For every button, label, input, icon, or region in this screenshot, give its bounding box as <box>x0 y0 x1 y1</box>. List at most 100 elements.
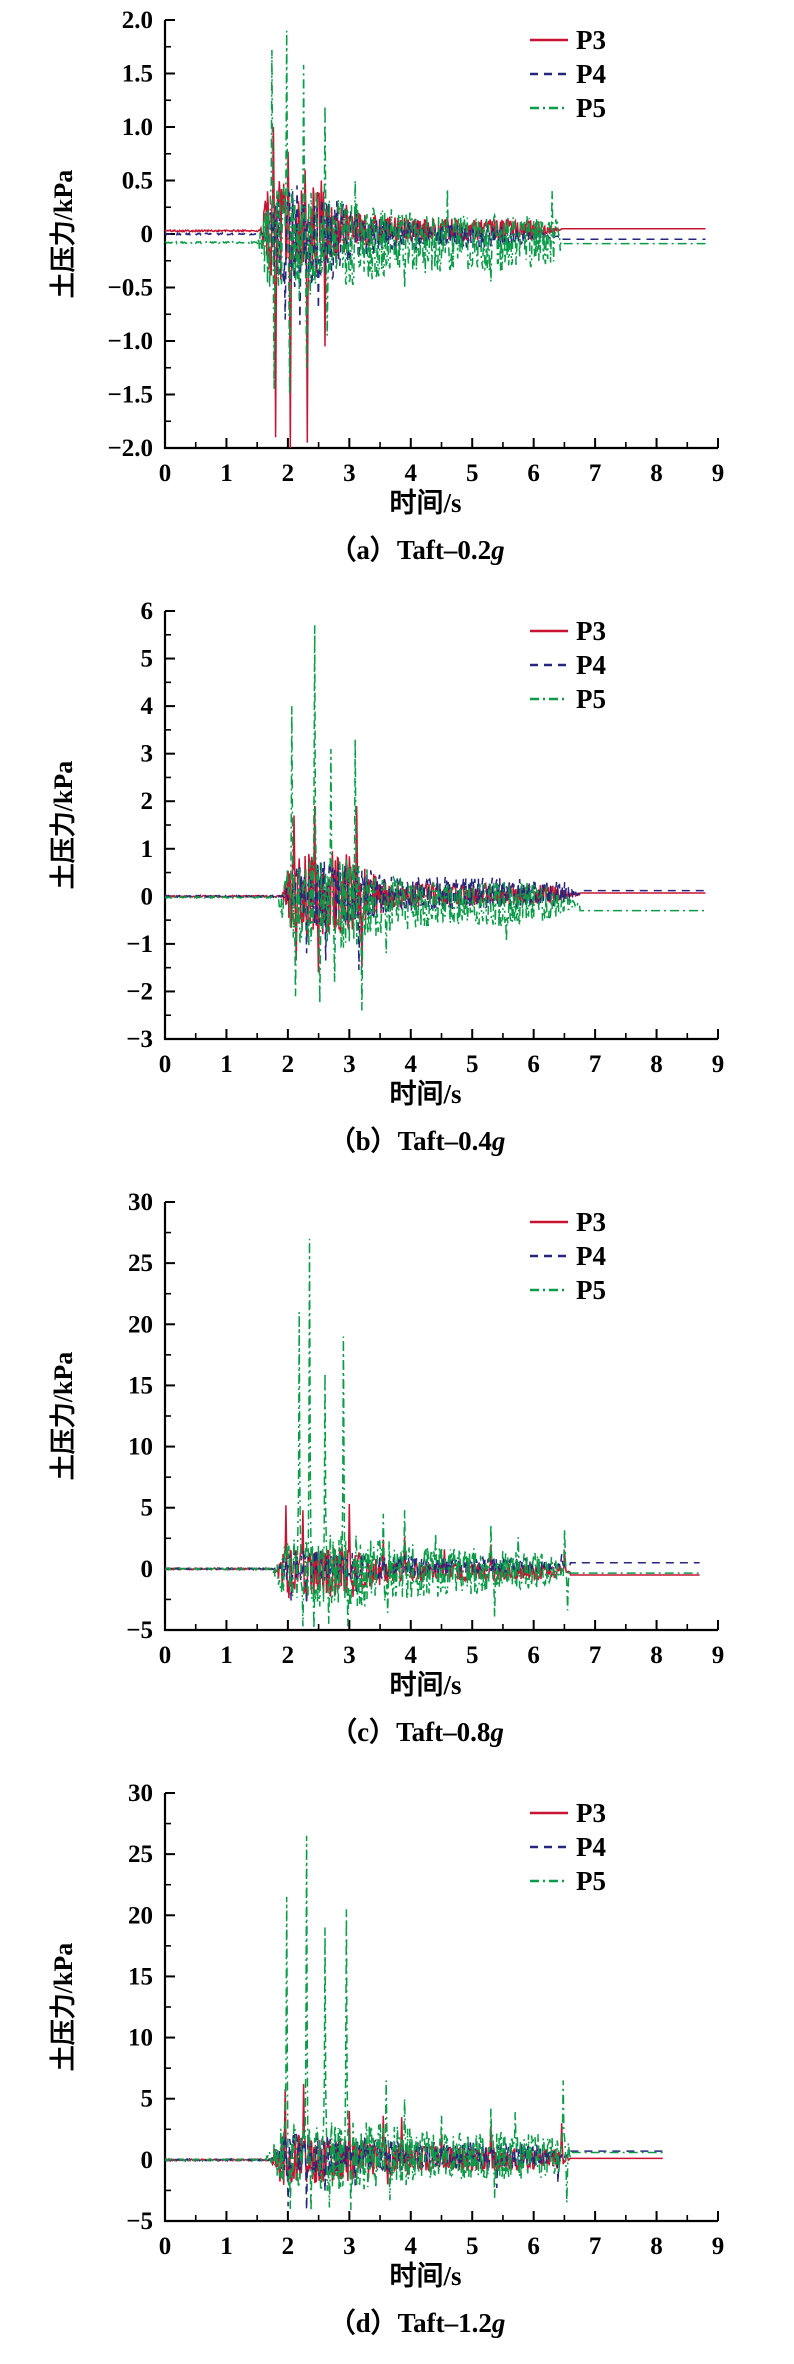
x-tick-label: 4 <box>405 1642 418 1669</box>
y-tick-label: 1.5 <box>122 61 153 88</box>
caption-g-c: g <box>490 1717 504 1747</box>
chart-block-b: 6 5 4 3 2 1 0 −1 −2 −3 0 1 2 3 4 5 6 7 8 9 土压力/kPa 时间/s P3 P4 P5… <box>0 591 794 1182</box>
legend-label-P5: P5 <box>576 93 606 123</box>
x-tick-label: 9 <box>712 2233 725 2260</box>
x-tick-label: 1 <box>220 1051 233 1078</box>
y-tick-label: −2 <box>126 978 153 1005</box>
y-tick-label: 0 <box>141 2147 154 2174</box>
y-tick-label: 1 <box>141 836 154 863</box>
caption-text-d: （d）Taft–1.2 <box>328 2308 492 2338</box>
series-P3-line <box>165 126 706 448</box>
chart-block-a: 2.0 1.5 1.0 0.5 0 −0.5 −1.0 −1.5 −2.0 0 1 2 3 4 5 6 7 8 9 土… <box>0 0 794 591</box>
chart-c-caption: （c）Taft–0.8g <box>0 1702 794 1773</box>
x-tick-label: 1 <box>220 460 233 487</box>
y-tick-label: 5 <box>141 1495 154 1522</box>
x-tick-label: 1 <box>220 2233 233 2260</box>
y-tick-label: −3 <box>126 1026 153 1053</box>
y-tick-label: 30 <box>128 1780 153 1807</box>
legend-label-P4: P4 <box>576 650 606 680</box>
legend-label-P4: P4 <box>576 1832 606 1862</box>
legend-label-P5: P5 <box>576 684 606 714</box>
x-tick-label: 0 <box>159 460 172 487</box>
legend-label-P3: P3 <box>576 616 606 646</box>
x-tick-label: 3 <box>343 1051 356 1078</box>
y-tick-label: 1.0 <box>122 114 153 141</box>
y-tick-label: 4 <box>141 693 154 720</box>
x-tick-label: 7 <box>589 2233 602 2260</box>
legend-label-P5: P5 <box>576 1275 606 1305</box>
x-tick-label: 2 <box>282 1051 295 1078</box>
legend-label-P3: P3 <box>576 1207 606 1237</box>
chart-a: 2.01.51.00.50−0.5−1.0−1.5−2.00 1 2 3 4 5 6 7 8 9土… <box>49 7 725 518</box>
caption-g-a: g <box>491 535 505 565</box>
x-tick-label: 3 <box>343 460 356 487</box>
x-tick-label: 7 <box>589 1051 602 1078</box>
series-P5-line <box>165 625 706 1011</box>
x-tick-label: 4 <box>405 460 418 487</box>
y-tick-label: 0 <box>141 221 154 248</box>
y-tick-label: 20 <box>128 1311 153 1338</box>
chart-block-d: 30 25 20 15 10 5 0 −5 0 1 2 3 4 5 6 7 8 9 土压力/kPa 时间/s P3 P4 P… <box>0 1773 794 2364</box>
y-tick-label: 30 <box>128 1189 153 1216</box>
x-tick-label: 3 <box>343 2233 356 2260</box>
y-axis-label: 土压力/kPa <box>49 1943 78 2072</box>
y-axis-label: 土压力/kPa <box>49 761 78 890</box>
y-tick-label: 0 <box>141 883 154 910</box>
x-axis-label: 时间/s <box>389 488 461 518</box>
series-P5-line <box>165 1835 663 2212</box>
y-tick-label: −0.5 <box>108 275 154 302</box>
caption-text-a: （a）Taft–0.2 <box>329 535 492 565</box>
x-tick-label: 8 <box>650 1051 663 1078</box>
chart-block-c: 30 25 20 15 10 5 0 −5 0 1 2 3 4 5 6 7 8 9 土压力/kPa 时间/s P3 P4 P… <box>0 1182 794 1773</box>
x-tick-label: 8 <box>650 1642 663 1669</box>
y-tick-label: 10 <box>128 2025 153 2052</box>
x-tick-label: 0 <box>159 1642 172 1669</box>
y-tick-label: −2.0 <box>108 435 154 462</box>
x-tick-label: 6 <box>527 2233 540 2260</box>
chart-b-caption: （b）Taft–0.4g <box>0 1111 794 1182</box>
y-tick-label: 5 <box>141 646 154 673</box>
x-tick-label: 7 <box>589 460 602 487</box>
x-tick-label: 3 <box>343 1642 356 1669</box>
x-tick-label: 1 <box>220 1642 233 1669</box>
x-axis-label: 时间/s <box>389 2261 461 2291</box>
x-tick-label: 0 <box>159 1051 172 1078</box>
x-tick-label: 2 <box>282 2233 295 2260</box>
y-tick-label: 25 <box>128 1841 153 1868</box>
x-tick-label: 6 <box>527 460 540 487</box>
x-tick-label: 9 <box>712 1642 725 1669</box>
chart-a-caption: （a）Taft–0.2g <box>0 520 794 591</box>
series-P4-line <box>165 861 706 971</box>
chart-d-caption: （d）Taft–1.2g <box>0 2293 794 2364</box>
y-tick-label: −5 <box>126 2208 153 2235</box>
x-tick-label: 2 <box>282 460 295 487</box>
caption-g-d: g <box>491 2308 506 2338</box>
series-P5-line <box>165 1238 700 1629</box>
y-tick-label: 15 <box>128 1963 153 1990</box>
x-tick-label: 4 <box>405 1051 418 1078</box>
y-tick-label: 10 <box>128 1434 153 1461</box>
x-tick-label: 5 <box>466 2233 479 2260</box>
legend-label-P3: P3 <box>576 1798 606 1828</box>
y-tick-label: 0 <box>141 1556 154 1583</box>
y-axis-label: 土压力/kPa <box>49 1352 78 1481</box>
series-P5-line <box>165 30 706 395</box>
x-tick-label: 9 <box>712 1051 725 1078</box>
legend-label-P4: P4 <box>576 59 606 89</box>
y-tick-label: −1.0 <box>108 328 154 355</box>
legend-label-P3: P3 <box>576 25 606 55</box>
y-tick-label: 3 <box>141 741 154 768</box>
caption-text-c: （c）Taft–0.8 <box>330 1717 491 1747</box>
y-tick-label: 2.0 <box>122 7 153 34</box>
y-tick-label: 2 <box>141 788 154 815</box>
axes <box>163 611 718 1041</box>
y-tick-label: −5 <box>126 1617 153 1644</box>
y-axis-label: 土压力/kPa <box>49 170 78 299</box>
x-tick-label: 2 <box>282 1642 295 1669</box>
x-tick-label: 5 <box>466 460 479 487</box>
y-tick-label: −1 <box>126 931 153 958</box>
x-tick-label: 9 <box>712 460 725 487</box>
